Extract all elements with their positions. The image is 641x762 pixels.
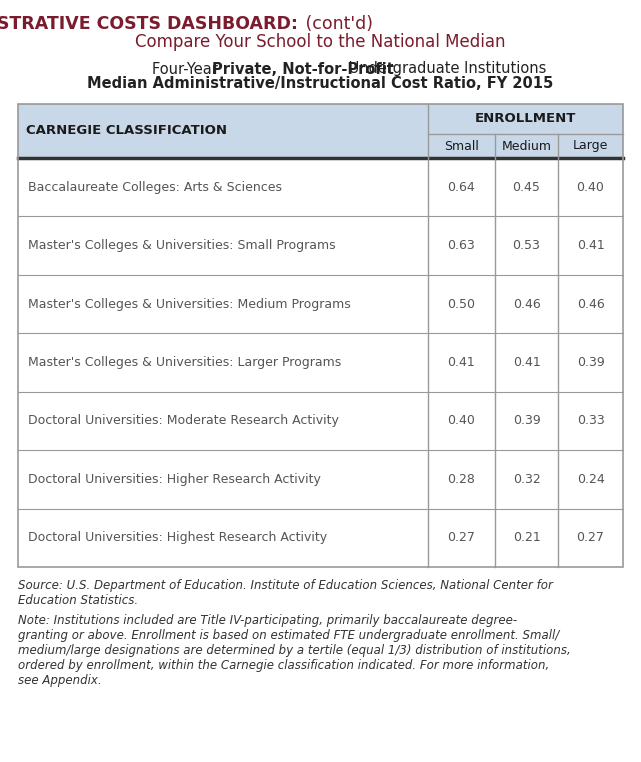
- Text: Undergraduate Institutions: Undergraduate Institutions: [344, 62, 546, 76]
- Text: Note: Institutions included are Title IV-participating, primarily baccalaureate : Note: Institutions included are Title IV…: [18, 614, 570, 687]
- Text: 0.40: 0.40: [447, 415, 476, 427]
- Text: Source: U.S. Department of Education. Institute of Education Sciences, National : Source: U.S. Department of Education. In…: [18, 579, 553, 607]
- Text: 0.41: 0.41: [513, 356, 540, 369]
- Text: 0.63: 0.63: [447, 239, 476, 252]
- Text: Four-Year Private, Not-for-Profit Undergraduate Institutions: Four-Year Private, Not-for-Profit Underg…: [106, 62, 533, 76]
- Text: 0.41: 0.41: [447, 356, 476, 369]
- Text: Doctoral Universities: Highest Research Activity: Doctoral Universities: Highest Research …: [28, 531, 327, 544]
- Text: 0.50: 0.50: [447, 298, 476, 311]
- Text: 0.24: 0.24: [577, 473, 604, 486]
- Text: 0.27: 0.27: [447, 531, 476, 544]
- Text: 0.64: 0.64: [447, 181, 476, 194]
- Text: Four-Year: Four-Year: [152, 62, 222, 76]
- Text: ENROLLMENT: ENROLLMENT: [475, 113, 576, 126]
- Text: 0.27: 0.27: [576, 531, 604, 544]
- Text: 0.33: 0.33: [577, 415, 604, 427]
- Text: Master's Colleges & Universities: Larger Programs: Master's Colleges & Universities: Larger…: [28, 356, 341, 369]
- Text: Doctoral Universities: Moderate Research Activity: Doctoral Universities: Moderate Research…: [28, 415, 339, 427]
- Text: Compare Your School to the National Median: Compare Your School to the National Medi…: [135, 33, 505, 51]
- Text: 0.39: 0.39: [577, 356, 604, 369]
- Text: Small: Small: [444, 139, 479, 152]
- Text: 0.41: 0.41: [577, 239, 604, 252]
- Text: 0.39: 0.39: [513, 415, 540, 427]
- Text: 0.28: 0.28: [447, 473, 476, 486]
- Text: Medium: Medium: [501, 139, 551, 152]
- Text: 0.45: 0.45: [513, 181, 540, 194]
- Text: Private, Not-for-Profit: Private, Not-for-Profit: [212, 62, 394, 76]
- Bar: [18, 104, 623, 567]
- Text: 0.40: 0.40: [576, 181, 604, 194]
- Bar: [18, 104, 623, 158]
- Text: 0.32: 0.32: [513, 473, 540, 486]
- Text: 0.53: 0.53: [513, 239, 540, 252]
- Text: 0.21: 0.21: [513, 531, 540, 544]
- Text: Large: Large: [573, 139, 608, 152]
- Text: (cont'd): (cont'd): [300, 15, 373, 33]
- Text: Master's Colleges & Universities: Small Programs: Master's Colleges & Universities: Small …: [28, 239, 336, 252]
- Text: Median Administrative/Instructional Cost Ratio, FY 2015: Median Administrative/Instructional Cost…: [87, 76, 553, 91]
- Text: CARNEGIE CLASSIFICATION: CARNEGIE CLASSIFICATION: [26, 124, 227, 137]
- Text: Master's Colleges & Universities: Medium Programs: Master's Colleges & Universities: Medium…: [28, 298, 351, 311]
- Text: 0.46: 0.46: [577, 298, 604, 311]
- Text: Baccalaureate Colleges: Arts & Sciences: Baccalaureate Colleges: Arts & Sciences: [28, 181, 282, 194]
- Text: Doctoral Universities: Higher Research Activity: Doctoral Universities: Higher Research A…: [28, 473, 321, 486]
- Text: ADMINISTRATIVE COSTS DASHBOARD:: ADMINISTRATIVE COSTS DASHBOARD:: [0, 15, 298, 33]
- Text: 0.46: 0.46: [513, 298, 540, 311]
